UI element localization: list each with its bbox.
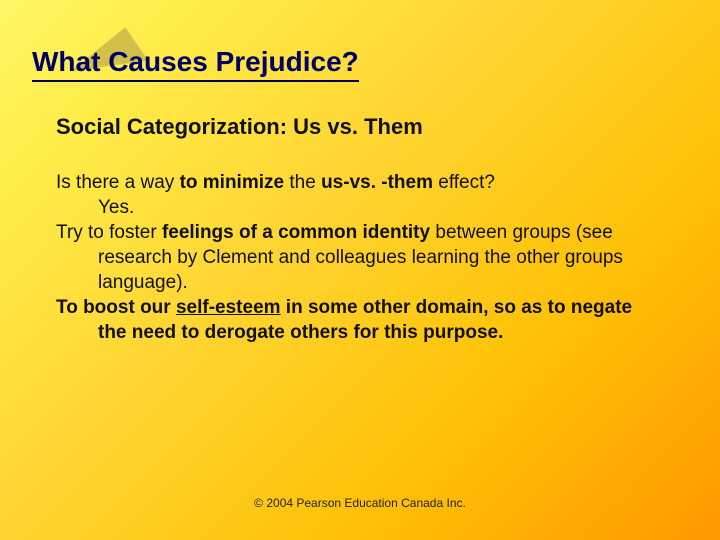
text-run: Try to foster <box>56 222 162 243</box>
text-bold: feelings of a common identity <box>162 222 430 243</box>
text-run: effect? <box>433 172 495 193</box>
slide: What Causes Prejudice? Social Categoriza… <box>0 0 720 540</box>
text-bold: To boost our <box>56 297 176 318</box>
body-line-2: Yes. <box>56 195 664 220</box>
body-line-4: To boost our self-esteem in some other d… <box>56 295 664 345</box>
text-bold-underline: self-esteem <box>176 297 281 318</box>
body-line-3: Try to foster feelings of a common ident… <box>56 220 664 295</box>
text-run: Is there a way <box>56 172 180 193</box>
body-line-1: Is there a way to minimize the us-vs. -t… <box>56 170 664 195</box>
text-bold: to minimize <box>180 172 285 193</box>
text-bold: us-vs. -them <box>321 172 433 193</box>
body-text: Is there a way to minimize the us-vs. -t… <box>56 170 664 346</box>
slide-footer: © 2004 Pearson Education Canada Inc. <box>0 496 720 510</box>
text-run: the <box>284 172 321 193</box>
slide-subtitle: Social Categorization: Us vs. Them <box>56 114 423 140</box>
slide-title: What Causes Prejudice? <box>32 46 359 82</box>
